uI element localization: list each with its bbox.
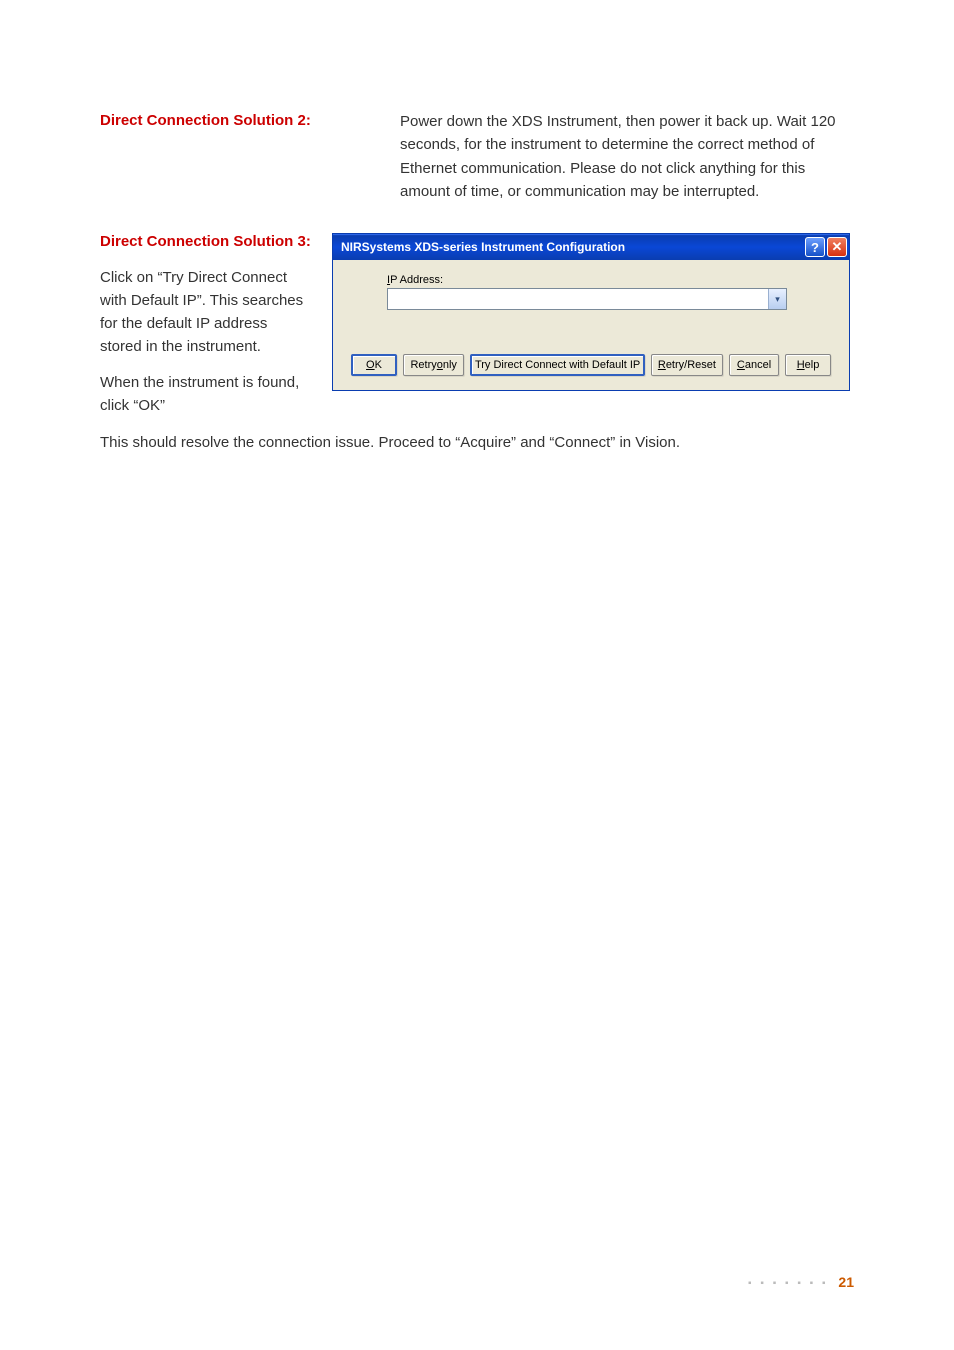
ip-field-row: IP Address: ▾ [387, 274, 831, 310]
solution-3-para1: Click on “Try Direct Connect with Defaul… [100, 266, 312, 359]
solution-3-row: Direct Connection Solution 3: Click on “… [100, 231, 854, 417]
page-footer: ▪ ▪ ▪ ▪ ▪ ▪ ▪ 21 [748, 1274, 854, 1290]
cancel-button[interactable]: Cancel [729, 354, 779, 376]
help-icon: ? [811, 240, 819, 255]
dialog-body: IP Address: ▾ OK Retry only Try Direct C… [333, 260, 849, 390]
solution-2-row: Direct Connection Solution 2: Power down… [100, 110, 854, 203]
close-icon: ✕ [832, 239, 843, 255]
ip-address-label: IP Address: [387, 274, 831, 286]
ip-address-combobox[interactable]: ▾ [387, 288, 787, 310]
retry-only-button[interactable]: Retry only [403, 354, 464, 376]
solution-2-body-col: Power down the XDS Instrument, then powe… [400, 110, 854, 203]
config-dialog: NIRSystems XDS-series Instrument Configu… [332, 233, 850, 391]
solution-3-text-col: Direct Connection Solution 3: Click on “… [100, 231, 312, 417]
chevron-down-icon[interactable]: ▾ [768, 289, 786, 309]
solution-3-dialog-col: NIRSystems XDS-series Instrument Configu… [332, 231, 854, 417]
footer-dots: ▪ ▪ ▪ ▪ ▪ ▪ ▪ [748, 1278, 828, 1289]
retry-reset-button[interactable]: Retry/Reset [651, 354, 723, 376]
page-number: 21 [838, 1274, 854, 1290]
dialog-title: NIRSystems XDS-series Instrument Configu… [341, 240, 803, 254]
dialog-close-button[interactable]: ✕ [827, 237, 847, 257]
dialog-help-button[interactable]: ? [805, 237, 825, 257]
solution-2-heading: Direct Connection Solution 2: [100, 110, 360, 133]
dialog-titlebar[interactable]: NIRSystems XDS-series Instrument Configu… [333, 234, 849, 260]
solution-3-heading: Direct Connection Solution 3: [100, 231, 312, 254]
try-direct-connect-button[interactable]: Try Direct Connect with Default IP [470, 354, 644, 376]
ip-address-input[interactable] [388, 289, 768, 309]
solution-2-heading-col: Direct Connection Solution 2: [100, 110, 360, 203]
solution-3-closing: This should resolve the connection issue… [100, 431, 854, 454]
dialog-button-row: OK Retry only Try Direct Connect with De… [351, 354, 831, 376]
help-button[interactable]: Help [785, 354, 831, 376]
solution-2-body: Power down the XDS Instrument, then powe… [400, 110, 854, 203]
solution-3-para2: When the instrument is found, click “OK” [100, 371, 312, 418]
ok-button[interactable]: OK [351, 354, 397, 376]
